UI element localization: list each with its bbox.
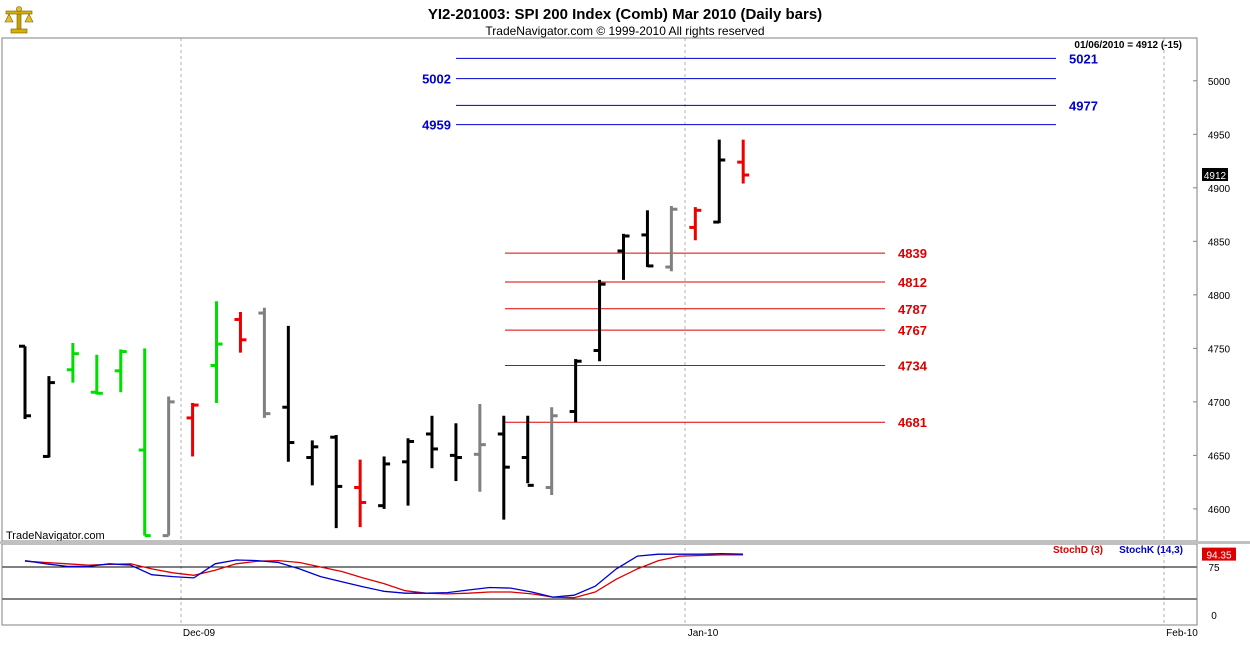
- stoch-d-legend: StochD (3): [1053, 545, 1103, 556]
- last-price-label: 4912: [1204, 171, 1227, 182]
- level-label-4812: 4812: [898, 275, 927, 290]
- x-tick-label: Jan-10: [688, 628, 719, 639]
- ohlc-bar: [473, 404, 486, 492]
- ohlc-bar: [162, 396, 175, 538]
- level-label-4977: 4977: [1069, 98, 1098, 113]
- ohlc-bar: [19, 344, 31, 419]
- copyright-notice: TradeNavigator.com © 1999-2010 All right…: [485, 24, 764, 38]
- ohlc-bar: [737, 139, 750, 184]
- stoch-k-line: [24, 552, 744, 598]
- level-label-4734: 4734: [898, 358, 928, 373]
- ohlc-bar: [521, 415, 534, 487]
- level-label-5002: 5002: [422, 72, 451, 87]
- ohlc-bar: [234, 311, 247, 353]
- level-label-4959: 4959: [422, 118, 451, 133]
- y-tick-label: 4750: [1208, 344, 1231, 355]
- stoch-last-label: 94.35: [1206, 551, 1231, 562]
- ohlc-bar: [258, 307, 271, 418]
- ohlc-bar: [689, 207, 702, 241]
- level-label-4767: 4767: [898, 323, 927, 338]
- ohlc-bar: [593, 279, 606, 362]
- level-label-4681: 4681: [898, 415, 927, 430]
- ohlc-bar: [665, 206, 678, 272]
- last-bar-readout: 01/06/2010 = 4912 (-15): [1074, 40, 1182, 51]
- ohlc-bar: [449, 423, 462, 482]
- levels-layer: 5021 5002 4977 4959 4839 4812 4787 4767 4734 4681: [422, 51, 1098, 430]
- ohlc-bar: [354, 459, 367, 528]
- y-tick-label: 4900: [1208, 184, 1231, 195]
- stoch-d-line: [24, 554, 743, 599]
- ohlc-bar: [569, 359, 582, 423]
- ohlc-bar: [402, 438, 415, 506]
- ohlc-bar: [282, 325, 295, 462]
- ohlc-bar: [66, 343, 79, 383]
- ohlc-bar: [42, 376, 55, 458]
- grid-layer: [180, 38, 1165, 625]
- ohlc-bar: [306, 440, 319, 486]
- ohlc-bar: [713, 139, 726, 224]
- level-label-4787: 4787: [898, 302, 927, 317]
- ohlc-bar: [330, 435, 343, 529]
- level-label-4839: 4839: [898, 246, 927, 261]
- ohlc-bar: [114, 349, 127, 393]
- ohlc-bar: [617, 233, 630, 280]
- scales-logo-icon: [4, 6, 34, 34]
- stoch-tick-label: 75: [1208, 563, 1220, 574]
- y-tick-label: 4800: [1208, 291, 1231, 302]
- y-tick-label: 4850: [1208, 237, 1231, 248]
- level-label-5021: 5021: [1069, 51, 1098, 66]
- last-price-box: [1202, 167, 1228, 181]
- ohlc-bar: [138, 348, 151, 538]
- axes-layer: Dec-09 Jan-10 Feb-10 4600 4650 4700 4750 4800 48…: [0, 37, 1250, 639]
- ohlc-bar: [378, 456, 391, 509]
- y-tick-label: 4650: [1208, 451, 1231, 462]
- watermark: TradeNavigator.com: [6, 530, 105, 542]
- stochastic-layer: StochK (14,3) StochD (3): [2, 545, 1197, 600]
- ohlc-bar: [497, 415, 510, 520]
- ohlc-bar: [641, 210, 654, 268]
- price-bars-layer: [19, 139, 750, 538]
- y-tick-label: 4950: [1208, 130, 1231, 141]
- stoch-tick-label: 0: [1211, 611, 1217, 622]
- chart-title: YI2-201003: SPI 200 Index (Comb) Mar 201…: [428, 6, 822, 23]
- x-tick-label: Feb-10: [1166, 628, 1198, 639]
- ohlc-bar: [90, 354, 103, 395]
- y-tick-label: 4600: [1208, 505, 1231, 516]
- ohlc-bar: [545, 407, 558, 495]
- y-tick-label: 4700: [1208, 398, 1231, 409]
- ohlc-bar: [210, 301, 223, 403]
- ohlc-bar: [186, 402, 199, 457]
- stoch-last-box: [1202, 547, 1236, 561]
- stoch-k-legend: StochK (14,3): [1119, 545, 1183, 556]
- y-tick-label: 5000: [1208, 77, 1231, 88]
- x-tick-label: Dec-09: [183, 628, 216, 639]
- ohlc-bar: [425, 415, 438, 469]
